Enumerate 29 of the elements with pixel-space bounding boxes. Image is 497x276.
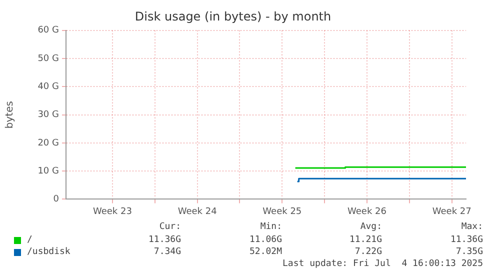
x-tick-label: Week 25 (262, 206, 302, 217)
x-tick-label: Week 26 (348, 206, 387, 217)
y-tick-label: 40 G (38, 82, 60, 92)
text: Last update: Fri Jul 4 16:00:13 2025 (282, 259, 483, 270)
legend-label: /usbdisk (27, 247, 70, 258)
y-tick-label: 0 (53, 194, 60, 205)
text: Min: (260, 222, 282, 233)
y-tick-label: 60 G (38, 26, 60, 36)
text: 52.02M (249, 247, 282, 258)
text: Avg: (360, 222, 382, 233)
text: 11.06G (249, 235, 282, 246)
x-tick-label: Week 24 (178, 206, 218, 217)
text: 7.35G (456, 247, 483, 258)
text: 11.36G (450, 235, 483, 246)
y-tick-label: 50 G (38, 54, 60, 64)
y-tick-label: 10 G (38, 166, 60, 176)
y-axis-title: bytes (4, 101, 16, 129)
text: 7.22G (354, 247, 382, 258)
x-tick-label: Week 27 (432, 206, 472, 217)
chart-title: Disk usage (in bytes) - by month (134, 9, 332, 24)
text: Cur: (159, 222, 181, 233)
y-tick-label: 20 G (38, 138, 60, 148)
x-tick-label: Week 23 (92, 206, 132, 217)
text: 11.21G (349, 235, 382, 246)
legend-label: / (27, 235, 32, 246)
text: 7.34G (154, 247, 181, 258)
y-tick-label: 30 G (38, 110, 60, 120)
text: 11.36G (148, 235, 181, 246)
text: Max: (461, 222, 483, 233)
